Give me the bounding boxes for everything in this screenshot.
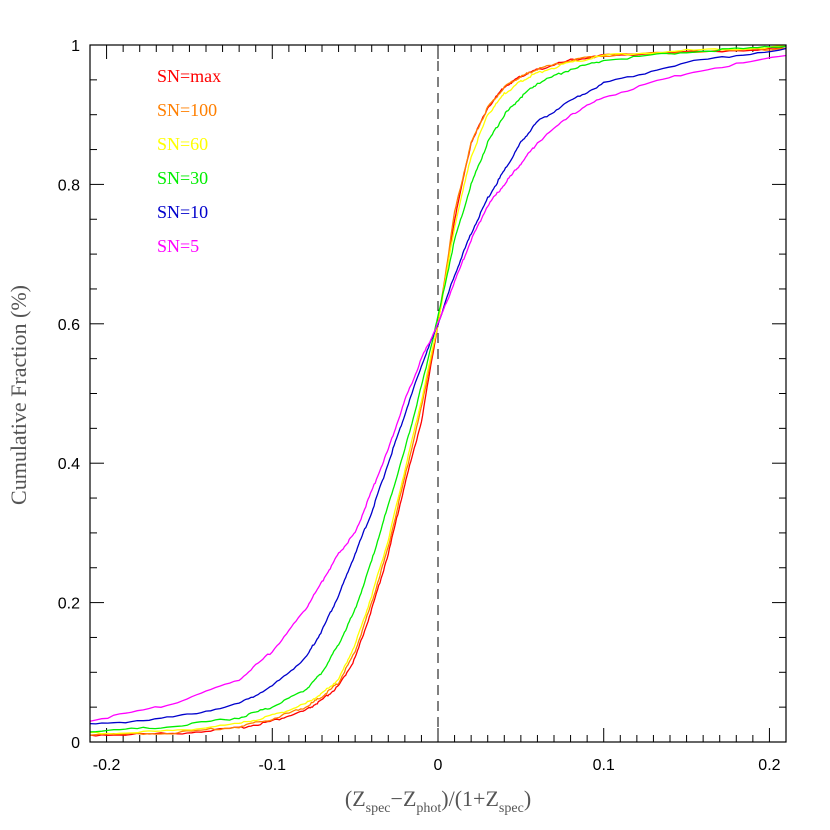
x-title-middle: )/(1+	[441, 786, 485, 811]
x-title-sub-spec2: spec	[499, 801, 524, 816]
y-tick-label: 0	[71, 735, 80, 752]
series-line-sn-10	[89, 47, 787, 725]
y-tick-label: 0.8	[58, 177, 80, 194]
legend: SN=max SN=100 SN=60 SN=30 SN=10 SN=5	[157, 66, 221, 256]
x-title-z2: Z	[403, 786, 416, 811]
y-tick-label: 0.4	[58, 456, 80, 473]
series-line-sn-60	[89, 45, 787, 735]
x-title-z1: Z	[352, 786, 365, 811]
x-tick-label: -0.1	[258, 757, 286, 774]
x-axis-title: (Zspec−Zphot)/(1+Zspec)	[345, 786, 531, 816]
plot-frame	[89, 44, 787, 743]
x-tick-labels: -0.2 -0.1 0 0.1 0.2	[93, 757, 781, 774]
x-tick-label: 0	[434, 757, 443, 774]
legend-entry: SN=max	[157, 66, 221, 86]
x-tick-label: 0.1	[593, 757, 615, 774]
x-title-sub-phot: phot	[416, 801, 441, 816]
x-title-open-paren: (	[345, 786, 352, 811]
legend-entry: SN=100	[157, 100, 217, 120]
y-tick-label: 1	[71, 38, 80, 55]
legend-entry: SN=60	[157, 134, 208, 154]
y-axis-title: Cumulative Fraction (%)	[6, 285, 31, 505]
legend-entry: SN=30	[157, 168, 208, 188]
series-line-sn-max	[89, 47, 787, 737]
x-tick-label: 0.2	[758, 757, 780, 774]
x-title-z3: Z	[485, 786, 498, 811]
y-tick-label: 0.6	[58, 317, 80, 334]
legend-entry: SN=10	[157, 202, 208, 222]
series-line-sn-100	[89, 47, 787, 736]
x-tick-label: -0.2	[93, 757, 121, 774]
y-tick-labels: 0 0.2 0.4 0.6 0.8 1	[58, 38, 80, 752]
series-lines	[89, 45, 787, 737]
x-title-sub-spec: spec	[366, 801, 391, 816]
x-title-close-paren: )	[524, 786, 531, 811]
y-tick-label: 0.2	[58, 596, 80, 613]
x-title-minus: −	[391, 786, 403, 811]
series-line-sn-5	[89, 54, 787, 722]
series-line-sn-30	[89, 45, 787, 733]
legend-entry: SN=5	[157, 236, 199, 256]
